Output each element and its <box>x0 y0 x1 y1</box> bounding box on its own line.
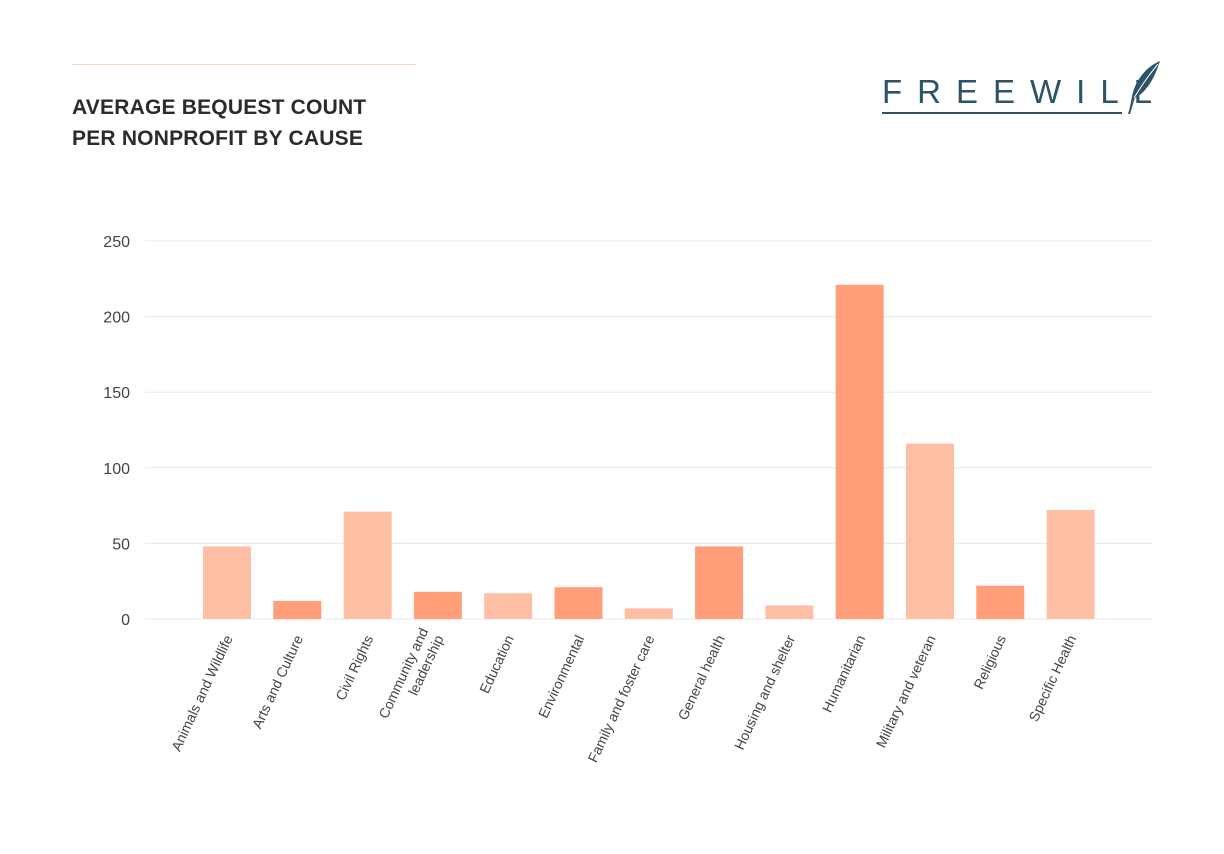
x-tick-label-line: General health <box>675 633 728 723</box>
x-tick-label-line: Religious <box>970 633 1009 692</box>
y-tick-label: 0 <box>121 612 130 629</box>
x-tick-label: General health <box>675 633 728 723</box>
bar <box>695 546 744 619</box>
x-tick-label: Family and foster care <box>584 632 657 764</box>
logo-underline <box>882 112 1122 114</box>
grid-lines <box>145 240 1152 620</box>
x-tick-label-line: Education <box>476 633 517 696</box>
x-tick-label-line: Family and foster care <box>584 632 657 764</box>
x-tick-label: Military and veteran <box>873 633 939 750</box>
y-tick-label: 50 <box>112 536 130 553</box>
bars <box>203 284 1095 619</box>
x-tick-label-line: Specific Health <box>1025 633 1079 724</box>
x-tick-label-line: Animals and Wildlife <box>168 632 236 753</box>
x-axis: Animals and Wildlife Arts and Culture Civi… <box>168 625 1079 764</box>
bar <box>413 591 462 619</box>
y-axis: 0 50 100 150 200 250 <box>103 234 130 629</box>
x-tick-label: Specific Health <box>1025 633 1079 724</box>
chart-title-line-2: PER NONPROFIT BY CAUSE <box>72 127 364 150</box>
x-tick-label-line: Civil Rights <box>332 633 376 703</box>
bar <box>835 284 884 619</box>
y-tick-label: 200 <box>103 310 130 327</box>
bar <box>976 585 1025 619</box>
x-tick-label: Religious <box>970 633 1009 692</box>
y-tick-label: 150 <box>103 385 130 402</box>
bar <box>554 587 603 619</box>
bar <box>343 511 392 619</box>
bar <box>765 605 814 619</box>
x-tick-label-line: Humanitarian <box>819 633 869 715</box>
y-tick-label: 250 <box>103 234 130 251</box>
chart-title-line-1: AVERAGE BEQUEST COUNT <box>72 96 367 119</box>
bar <box>203 546 251 619</box>
x-tick-label: Animals and Wildlife <box>168 632 236 753</box>
x-tick-label-line: Military and veteran <box>873 633 939 750</box>
x-tick-label-line: Arts and Culture <box>249 632 306 731</box>
bar <box>484 593 533 619</box>
x-tick-label: Community andleadership <box>375 625 446 728</box>
feather-icon <box>1128 61 1160 114</box>
x-tick-label: Housing and shelter <box>731 632 798 752</box>
y-tick-label: 100 <box>103 461 130 478</box>
x-tick-label: Environmental <box>535 633 587 721</box>
bar <box>624 608 673 619</box>
freewill-logo: FREEWILL <box>882 58 1168 118</box>
x-tick-label: Humanitarian <box>819 633 869 715</box>
header-divider <box>72 64 416 65</box>
x-tick-label-line: Environmental <box>535 633 587 721</box>
bar <box>273 600 322 619</box>
logo-text: FREEWILL <box>882 73 1168 110</box>
x-tick-label-line: Housing and shelter <box>731 632 798 752</box>
x-tick-label: Education <box>476 633 517 696</box>
x-tick-label: Arts and Culture <box>249 632 306 731</box>
bar <box>1046 510 1095 619</box>
bar <box>906 443 954 619</box>
x-tick-label: Civil Rights <box>332 633 376 703</box>
chart-title: AVERAGE BEQUEST COUNT PER NONPROFIT BY C… <box>72 92 492 154</box>
